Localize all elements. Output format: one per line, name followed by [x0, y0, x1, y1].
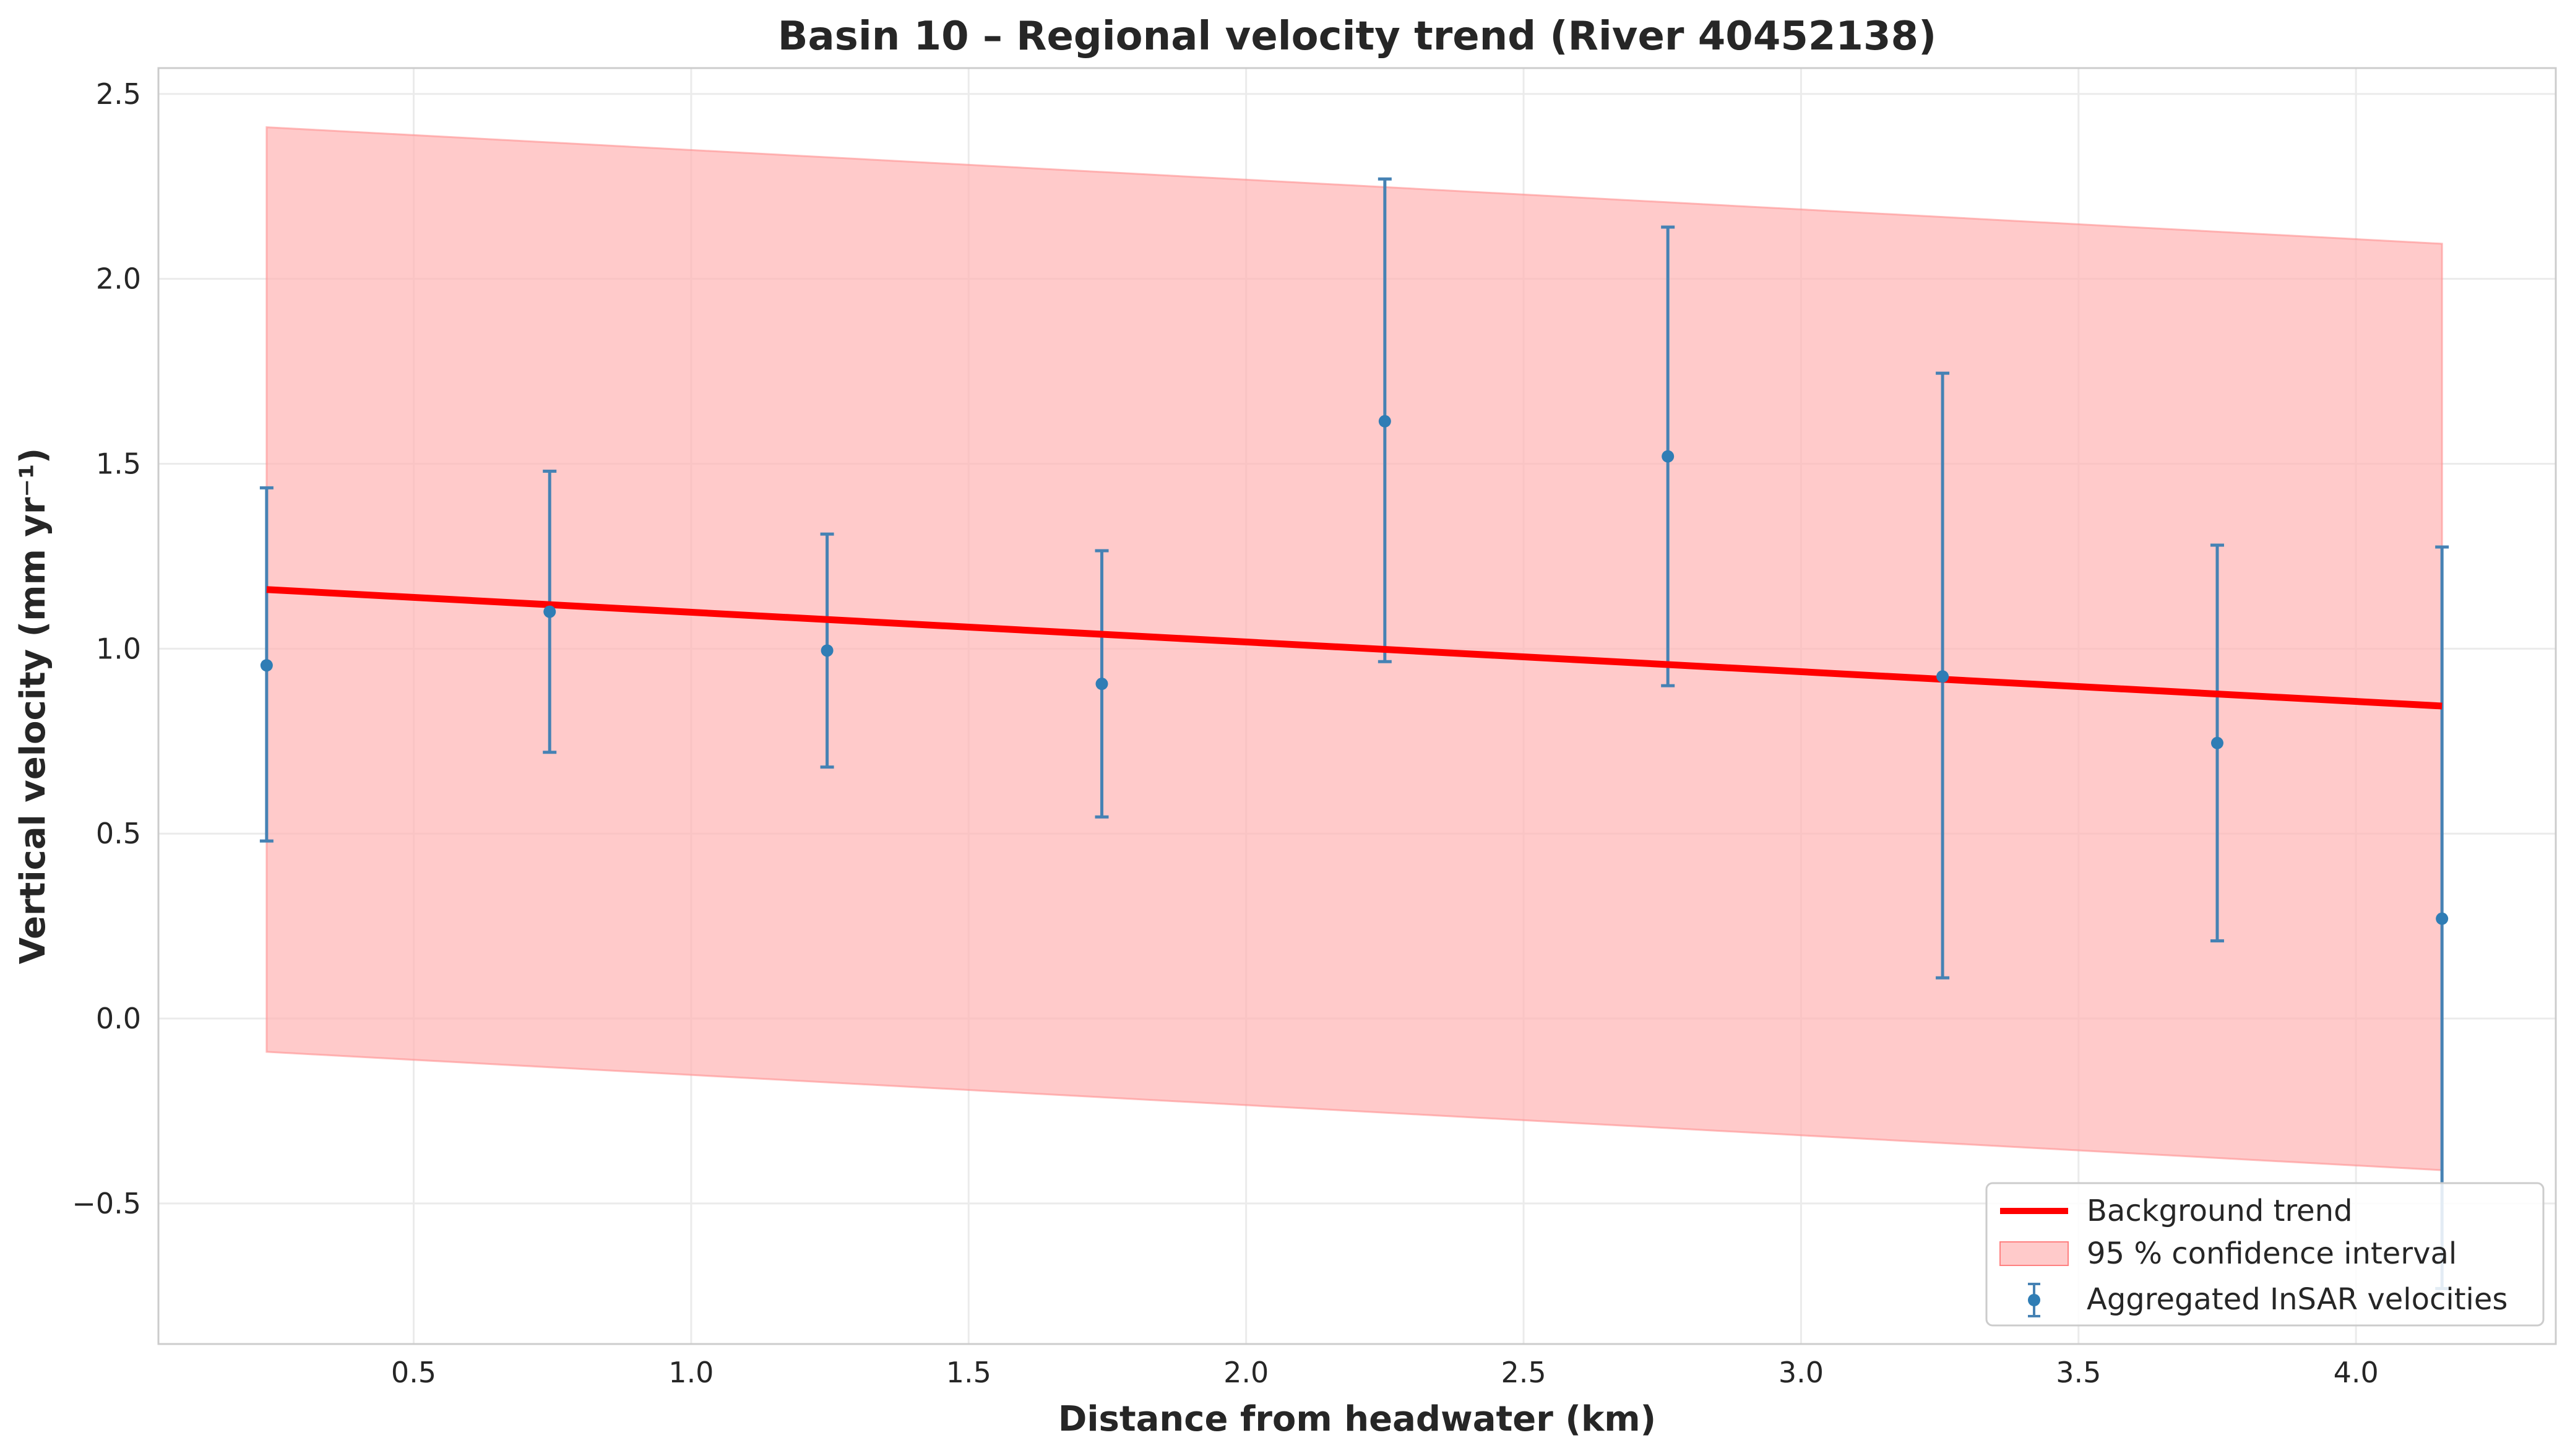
- y-tick-labels: −0.5 0.0 0.5 1.0 1.5 2.0 2.5: [72, 77, 141, 1220]
- x-tick-labels: 0.5 1.0 1.5 2.0 2.5 3.0 3.5 4.0: [391, 1356, 2379, 1389]
- x-tick-label: 2.5: [1501, 1356, 1546, 1389]
- data-point: [2436, 912, 2449, 925]
- plot-frame: [157, 67, 2557, 1345]
- x-tick-label: 3.5: [2056, 1356, 2101, 1389]
- legend-box: [1985, 1182, 2545, 1327]
- legend-band-swatch: [1999, 1241, 2069, 1266]
- x-tick-label: 2.0: [1223, 1356, 1269, 1389]
- data-point: [1378, 415, 1391, 428]
- x-tick-label: 1.0: [668, 1356, 714, 1389]
- legend-point-swatch: [2028, 1294, 2040, 1306]
- legend-trend-label: Background trend: [2087, 1194, 2353, 1228]
- y-tick-label: 2.0: [96, 262, 141, 296]
- chart-title: Basin 10 – Regional velocity trend (Rive…: [778, 14, 1937, 59]
- legend-band-label: 95 % confidence interval: [2087, 1236, 2457, 1271]
- data-point: [2210, 736, 2223, 749]
- data-point: [260, 659, 273, 672]
- y-tick-label: 0.0: [96, 1002, 141, 1035]
- y-tick-label: 0.5: [96, 817, 141, 850]
- trend-line-path: [266, 586, 2443, 710]
- x-axis-label: Distance from headwater (km): [1058, 1399, 1656, 1439]
- data-point: [543, 605, 556, 618]
- x-tick-label: 4.0: [2334, 1356, 2379, 1389]
- y-tick-label: 1.0: [96, 632, 141, 665]
- x-tick-label: 0.5: [391, 1356, 436, 1389]
- data-points: [260, 415, 2449, 925]
- legend-points-label: Aggregated InSAR velocities: [2087, 1282, 2507, 1317]
- y-tick-label: 2.5: [96, 77, 141, 111]
- x-tick-label: 1.5: [946, 1356, 991, 1389]
- data-point: [1936, 670, 1949, 683]
- x-tick-label: 3.0: [1779, 1356, 1824, 1389]
- legend: Background trend 95 % confidence interva…: [1985, 1182, 2545, 1327]
- data-point: [1095, 678, 1108, 691]
- trend-line: [266, 586, 2443, 710]
- data-point: [1662, 450, 1675, 463]
- y-axis-label: Vertical velocity (mm yr⁻¹): [13, 448, 53, 964]
- y-tick-label: −0.5: [72, 1187, 141, 1220]
- y-tick-label: 1.5: [96, 447, 141, 481]
- data-point: [821, 644, 834, 657]
